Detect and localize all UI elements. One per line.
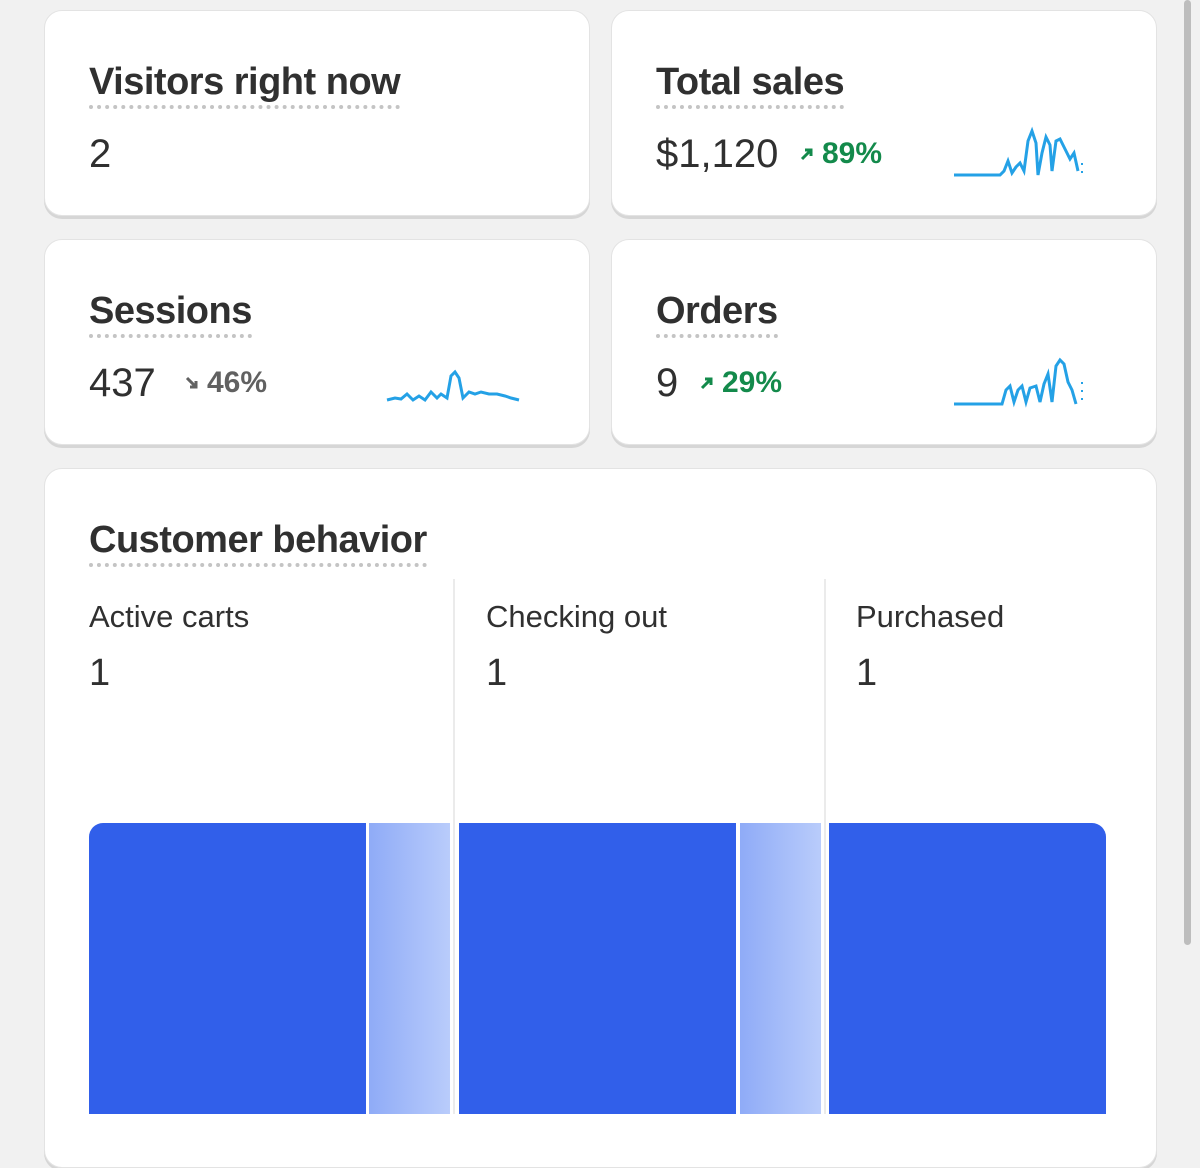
funnel-bar <box>459 823 736 1114</box>
divider <box>453 579 455 1114</box>
card-title: Visitors right now <box>89 61 401 109</box>
sparkline <box>954 126 1083 177</box>
stage-label: Active carts <box>89 599 250 634</box>
change: 46% <box>183 366 267 400</box>
scrollbar[interactable] <box>1184 0 1191 945</box>
customer-behavior-card[interactable]: Customer behavior Active carts 1 Checkin… <box>44 468 1157 1168</box>
orders-card[interactable]: Orders 9 29% <box>611 239 1157 445</box>
card-value: 9 <box>656 361 679 405</box>
stage-label: Purchased <box>856 599 1005 634</box>
card-value: 2 <box>89 132 112 176</box>
card-title: Sessions <box>89 290 252 338</box>
change: 29% <box>698 366 782 400</box>
funnel-bar <box>89 823 366 1114</box>
sessions-card[interactable]: Sessions 437 46% <box>44 239 590 445</box>
stage-value: 1 <box>856 652 878 694</box>
card-title: Orders <box>656 290 778 338</box>
card-title: Total sales <box>656 61 845 109</box>
arrow-down <box>185 376 198 389</box>
funnel-bar <box>829 823 1106 1114</box>
card-value: $1,120 <box>656 132 779 176</box>
arrow-up <box>800 148 813 161</box>
change-value: 89% <box>822 137 883 170</box>
change: 89% <box>798 137 882 171</box>
arrow-up <box>700 377 713 390</box>
total-sales-card[interactable]: Total sales $1,120 89% <box>611 10 1157 216</box>
drop-off <box>740 823 821 1114</box>
drop-off <box>369 823 450 1114</box>
stage-value: 1 <box>486 652 508 694</box>
change-value: 29% <box>722 366 783 399</box>
sparkline <box>954 357 1083 408</box>
visitors-card[interactable]: Visitors right now 2 <box>44 10 590 216</box>
sparkline <box>386 369 520 403</box>
divider <box>824 579 826 1114</box>
stage-label: Checking out <box>486 599 667 634</box>
change-value: 46% <box>207 366 268 399</box>
card-value: 437 <box>89 361 156 405</box>
stage-value: 1 <box>89 652 111 694</box>
card-title: Customer behavior <box>89 519 427 567</box>
